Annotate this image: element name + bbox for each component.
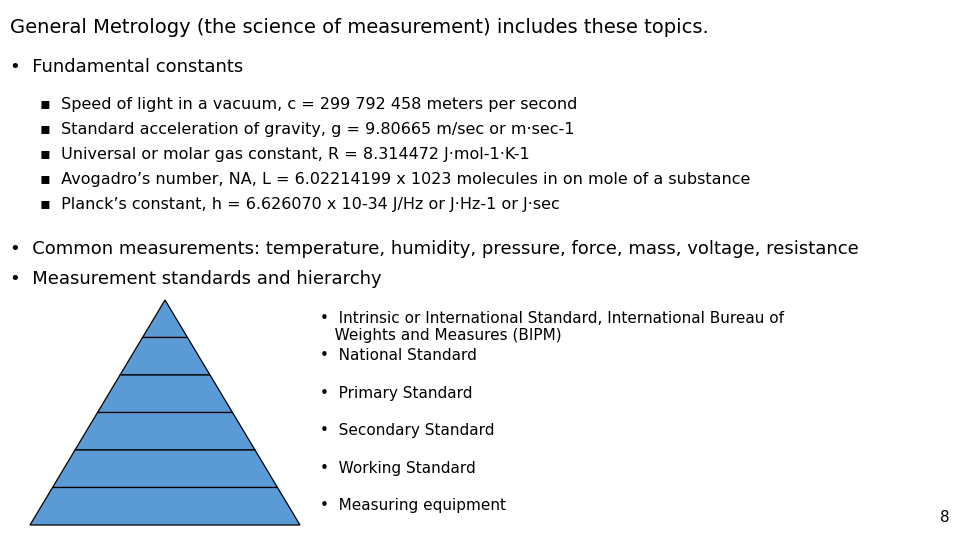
Text: •  Working Standard: • Working Standard <box>320 461 476 476</box>
Text: ▪  Avogadro’s number, NA, L = 6.02214199 x 1023 molecules in on mole of a substa: ▪ Avogadro’s number, NA, L = 6.02214199 … <box>40 172 751 187</box>
Text: •  Secondary Standard: • Secondary Standard <box>320 423 494 438</box>
Text: ▪  Speed of light in a vacuum, c = 299 792 458 meters per second: ▪ Speed of light in a vacuum, c = 299 79… <box>40 97 577 112</box>
Text: General Metrology (the science of measurement) includes these topics.: General Metrology (the science of measur… <box>10 18 708 37</box>
Text: ▪  Universal or molar gas constant, R = 8.314472 J·mol-1·K-1: ▪ Universal or molar gas constant, R = 8… <box>40 147 530 162</box>
Polygon shape <box>30 488 300 525</box>
Text: ▪  Standard acceleration of gravity, g = 9.80665 m/sec or m·sec-1: ▪ Standard acceleration of gravity, g = … <box>40 122 574 137</box>
Polygon shape <box>98 375 232 413</box>
Text: ▪  Planck’s constant, h = 6.626070 x 10-34 J/Hz or J·Hz-1 or J·sec: ▪ Planck’s constant, h = 6.626070 x 10-3… <box>40 197 560 212</box>
Text: 8: 8 <box>941 510 950 525</box>
Text: •  National Standard: • National Standard <box>320 348 477 363</box>
Text: •  Primary Standard: • Primary Standard <box>320 386 472 401</box>
Text: •  Measurement standards and hierarchy: • Measurement standards and hierarchy <box>10 270 382 288</box>
Text: •  Intrinsic or International Standard, International Bureau of
   Weights and M: • Intrinsic or International Standard, I… <box>320 310 784 343</box>
Text: •  Fundamental constants: • Fundamental constants <box>10 58 243 76</box>
Polygon shape <box>120 338 210 375</box>
Polygon shape <box>142 300 187 338</box>
Polygon shape <box>75 413 255 450</box>
Text: •  Measuring equipment: • Measuring equipment <box>320 498 506 513</box>
Text: •  Common measurements: temperature, humidity, pressure, force, mass, voltage, r: • Common measurements: temperature, humi… <box>10 240 859 258</box>
Polygon shape <box>53 450 277 488</box>
